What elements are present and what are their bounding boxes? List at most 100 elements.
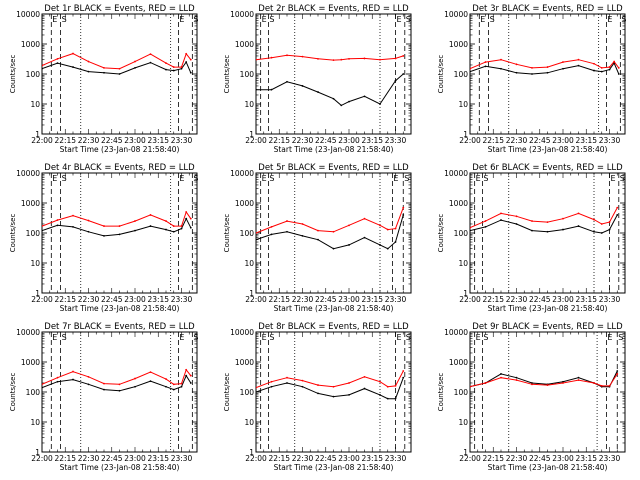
events-data-point [363,387,366,390]
events-data-point [577,376,580,379]
events-data-point [185,217,188,220]
lld-data-point [165,62,167,65]
events-data-point [546,230,549,233]
x-tick-label: 22:15 [482,136,504,145]
lld-data-point [348,57,350,60]
lld-data-point [180,225,183,227]
marker-label: S [621,15,626,24]
x-tick-label: 23:00 [338,295,360,304]
lld-data-point [149,371,152,374]
panel-det-1: Det 1r BLACK = Events, RED = LLD 1 10 100 10… [9,4,198,154]
events-data-point [56,224,59,227]
x-tick-label: 23:15 [575,136,597,145]
events-data-point [616,370,619,372]
x-tick-label: 22:30 [506,454,528,463]
series-group [256,370,405,400]
marker-label: E [397,333,402,342]
events-data-point [103,71,105,74]
panel-title: Det 4r BLACK = Events, RED = LLD [44,163,195,173]
lld-data-point [617,66,620,69]
lld-data-point [484,220,487,222]
x-tick-label: 22:00 [459,454,481,463]
events-data-point [149,61,152,64]
x-tick-label: 23:15 [361,454,383,463]
events-data-point [56,380,59,383]
events-data-point [363,95,366,98]
panel-det-2: Det 2r BLACK = Events, RED = LLD 1 10 100 10… [223,4,412,154]
events-data-point [118,73,121,75]
events-data-point [386,247,389,250]
x-tick-label: 22:45 [315,136,337,145]
events-data-point [180,67,183,70]
events-data-point [402,376,405,379]
lld-data-point [165,220,167,222]
lld-data-point [185,52,188,55]
lld-data-point [515,379,518,381]
plot-frame [255,13,412,135]
x-tick-label: 23:15 [147,295,169,304]
events-data-point [363,236,366,239]
lld-data-point [515,215,518,218]
y-tick-label: 1 [249,289,254,298]
events-data-point [484,65,487,68]
lld-data-point [332,230,335,233]
lld-data-point [593,218,595,221]
plot-frame [255,331,412,453]
events-data-point [379,394,381,396]
x-axis-label: Start Time (23-Jan-08 21:58:40) [488,145,608,154]
lld-data-point [531,220,533,222]
lld-data-point [500,58,502,61]
lld-data-point [134,377,136,380]
y-tick-label: 100 [454,388,469,397]
plot-frame [41,172,198,294]
events-series-line [256,377,404,400]
events-data-point [593,69,595,72]
y-tick-label: 10000 [230,169,254,178]
events-data-point [515,376,518,379]
x-tick-label: 22:00 [459,136,481,145]
lld-data-point [118,225,121,227]
events-data-point [149,380,152,383]
y-tick-label: 100 [454,229,469,238]
lld-data-point [134,60,136,63]
x-tick-label: 23:30 [385,136,407,145]
events-data-point [577,225,580,227]
events-data-point [577,64,580,67]
events-series-line [470,370,618,388]
lld-series-line [256,54,404,61]
panel-det-9: Det 9r BLACK = Events, RED = LLD 1 10 100 10… [437,322,626,472]
lld-data-point [118,67,121,70]
x-tick-label: 23:15 [147,136,169,145]
events-data-point [394,79,397,82]
lld-data-point [56,219,59,221]
x-tick-label: 22:45 [101,295,123,304]
y-tick-label: 100 [26,70,41,79]
y-tick-label: 1 [463,289,468,298]
y-tick-label: 100 [26,229,41,238]
lld-data-point [149,214,152,216]
panel-title: Det 2r BLACK = Events, RED = LLD [258,4,409,14]
series-group [256,54,405,107]
y-tick-label: 10 [30,100,40,109]
lld-data-point [608,221,611,224]
y-axis-label: Counts/sec [437,214,445,253]
events-data-point [256,88,257,91]
lld-data-point [470,385,471,388]
marker-label: S [483,174,488,183]
x-axis-label: Start Time (23-Jan-08 21:58:40) [60,304,180,313]
x-tick-label: 22:00 [31,295,53,304]
lld-series-line [470,207,618,229]
lld-data-point [470,226,471,229]
y-tick-label: 10000 [230,328,254,337]
lld-data-point [531,383,533,386]
lld-data-point [613,60,616,63]
x-axis-label: Start Time (23-Jan-08 21:58:40) [274,145,394,154]
y-tick-label: 100 [26,388,41,397]
lld-data-point [270,56,273,59]
x-tick-label: 22:30 [78,454,100,463]
lld-data-point [500,212,502,215]
events-data-point [317,91,319,93]
y-tick-label: 1000 [449,199,468,208]
lld-data-point [42,225,43,227]
events-data-point [500,67,502,70]
